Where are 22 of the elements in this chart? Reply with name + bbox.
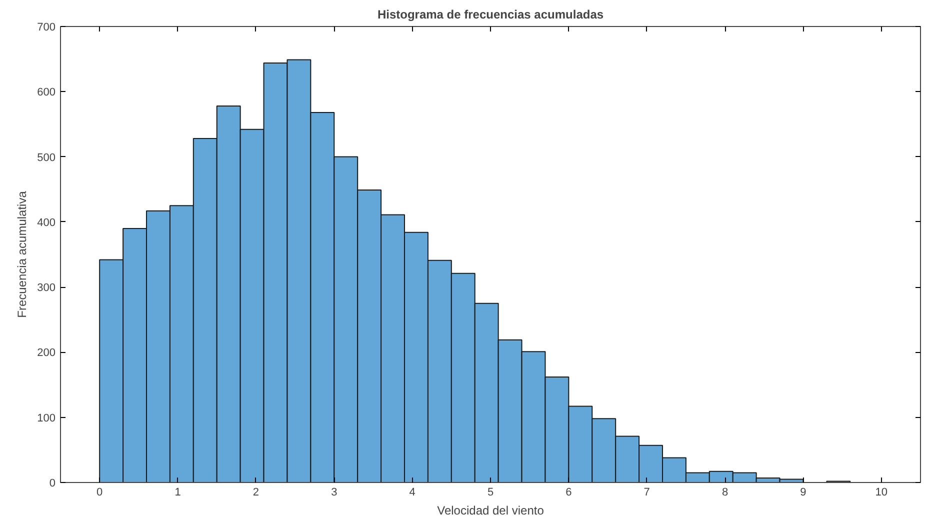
x-tick-label: 5 [487,486,494,498]
x-tick-label: 3 [331,486,338,498]
y-tick-label: 0 [49,478,56,490]
y-tick-label: 100 [37,412,56,424]
y-tick-label: 400 [37,216,56,229]
y-tick-label: 600 [37,86,56,99]
x-axis-title: Velocidad del viento [437,504,544,518]
x-tick-label: 7 [644,486,650,498]
chart-title: Histograma de frecuencias acumuladas [377,8,604,22]
x-tick-label: 8 [722,486,728,498]
x-tick-label: 1 [174,486,181,498]
y-axis-title: Frecuencia acumulativa [15,190,30,318]
x-tick-label: 0 [96,486,103,498]
x-tick-label: 4 [409,486,416,498]
x-tick-label: 9 [800,486,806,498]
y-tick-label: 200 [37,347,56,360]
x-tick-label: 6 [566,486,572,498]
x-tick-label: 2 [252,486,260,498]
y-tick-label: 500 [37,152,56,164]
y-tick-label: 300 [37,282,56,294]
y-tick-label: 700 [37,22,56,34]
x-tick-label: 10 [875,486,888,498]
